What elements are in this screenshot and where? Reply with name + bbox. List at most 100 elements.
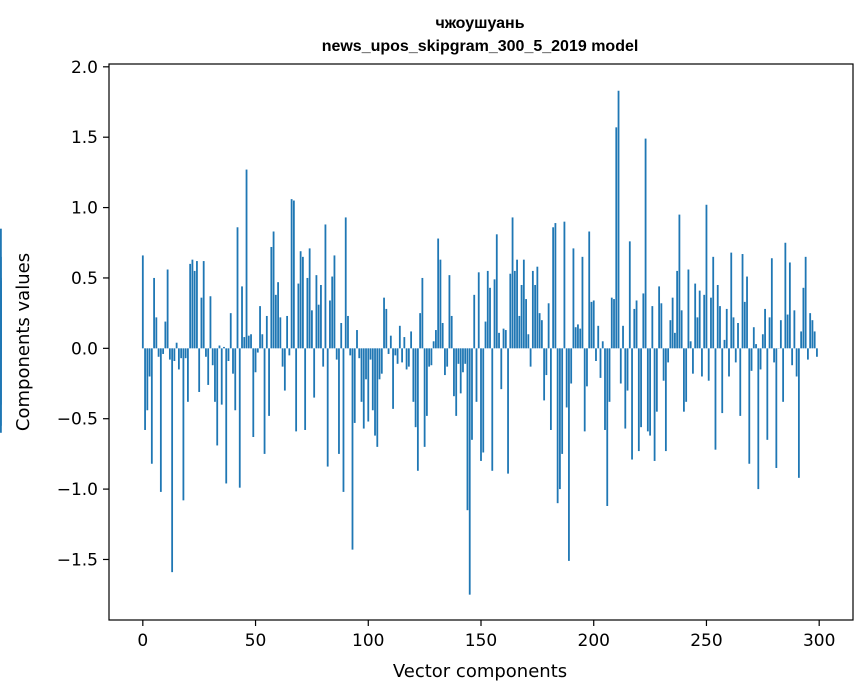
bar [773, 348, 775, 363]
bar [425, 348, 428, 416]
bar [211, 348, 214, 366]
bar [389, 335, 392, 349]
bar [175, 342, 178, 349]
bar [739, 348, 742, 416]
bar [728, 348, 730, 377]
bar [671, 297, 674, 349]
bar [694, 283, 697, 349]
bar [529, 348, 532, 367]
bar [439, 259, 442, 349]
bar [784, 242, 787, 349]
bar [320, 284, 322, 349]
bar [227, 348, 230, 361]
bar [0, 277, 2, 349]
bar [619, 348, 622, 384]
bar [807, 348, 809, 360]
bar [335, 348, 338, 360]
bar [802, 287, 805, 349]
bar [283, 348, 286, 391]
bar [268, 348, 270, 416]
x-axis-label: Vector components [393, 661, 567, 682]
bar [329, 300, 331, 349]
y-tick-label: 0.0 [71, 339, 98, 359]
bar [351, 348, 354, 550]
bar [734, 348, 737, 363]
bar [247, 335, 250, 349]
bar [236, 227, 239, 349]
bar [660, 303, 663, 349]
bar [317, 304, 320, 349]
bar [477, 272, 480, 349]
y-tick-label: −0.5 [57, 410, 98, 430]
bar [759, 348, 762, 370]
bar [286, 315, 289, 349]
bar [279, 317, 282, 349]
bar [793, 310, 796, 349]
bar [507, 348, 509, 474]
bar [311, 310, 313, 349]
bar [685, 348, 688, 402]
bar [495, 234, 498, 349]
bar [387, 348, 390, 354]
bar [703, 294, 706, 349]
bar [347, 315, 349, 349]
bar [297, 283, 300, 349]
bar [599, 348, 602, 378]
bar [608, 348, 611, 402]
bar [484, 321, 487, 349]
bar [617, 90, 620, 349]
bar [464, 348, 467, 364]
bar [392, 348, 394, 409]
bar [358, 348, 361, 359]
bar [766, 348, 769, 440]
bar [615, 127, 618, 349]
bar [207, 348, 210, 385]
bar [245, 169, 248, 349]
bar [398, 325, 401, 349]
bar [741, 254, 744, 349]
bar [577, 324, 579, 349]
bar [290, 199, 293, 349]
bar [407, 348, 410, 367]
bar [628, 241, 631, 349]
bar [369, 348, 372, 360]
x-tick-label: 50 [245, 631, 267, 651]
bar [326, 348, 329, 467]
bar [457, 348, 460, 364]
bar [723, 339, 726, 349]
bar [800, 331, 803, 349]
bar [531, 270, 534, 349]
bar [536, 266, 539, 349]
bar [441, 323, 444, 349]
bar [640, 348, 642, 428]
bar [380, 348, 383, 374]
bar [423, 348, 426, 447]
bar [403, 337, 406, 349]
bar [633, 308, 636, 349]
bar [707, 348, 710, 381]
bar [624, 348, 627, 429]
bar [232, 348, 234, 374]
bar [752, 327, 755, 349]
bar [166, 269, 169, 349]
bar [193, 270, 196, 349]
bar [299, 251, 302, 349]
bar [356, 330, 358, 349]
bar [712, 256, 715, 349]
bar [779, 320, 782, 349]
bar [746, 276, 748, 349]
bar [768, 317, 771, 349]
chart-title-line-1: чжоушуань [435, 15, 524, 32]
bar [689, 341, 692, 349]
bar [340, 323, 343, 349]
x-tick-label: 0 [137, 631, 148, 651]
bar [568, 348, 570, 561]
chart-title: чжоушуань news_upos_skipgram_300_5_2019 … [322, 15, 639, 55]
bar [561, 348, 564, 454]
bar [205, 348, 207, 357]
bar [755, 344, 757, 349]
bar [371, 348, 374, 411]
bar [148, 348, 151, 377]
bar [410, 331, 413, 349]
